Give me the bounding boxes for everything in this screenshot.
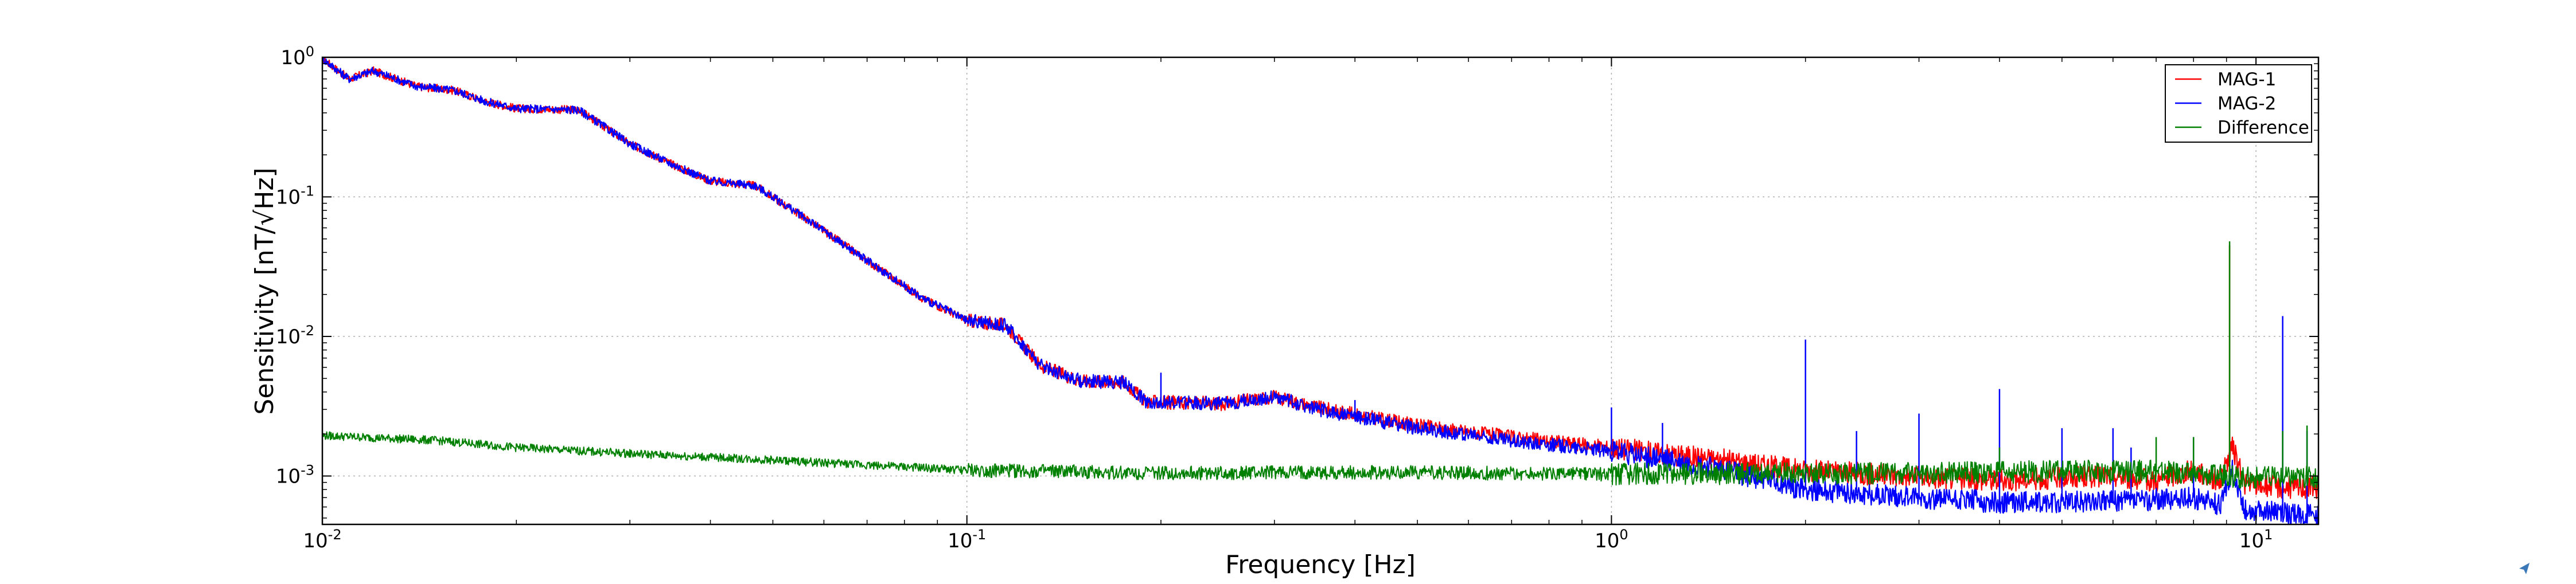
y-tick-label: 10-2: [276, 323, 314, 348]
series-line-mag-2: [322, 57, 2318, 524]
legend-label: MAG-1: [2218, 69, 2276, 90]
series-line-difference: [322, 431, 2318, 489]
axis-ticks: [322, 57, 2318, 524]
y-tick-label: 10-3: [276, 463, 314, 488]
y-tick-label: 100: [280, 44, 314, 69]
tick-labels: 10-2 10-1 100 101 100 10-1 10-2 10-3: [276, 44, 2273, 552]
legend: MAG-1 MAG-2 Difference: [2165, 64, 2312, 143]
x-tick-label: 100: [1595, 527, 1628, 552]
series-layer: [322, 57, 2318, 524]
legend-label: Difference: [2218, 117, 2309, 138]
legend-label: MAG-2: [2218, 93, 2276, 114]
plot-frame: [321, 56, 2320, 526]
x-tick-label: 101: [2239, 527, 2273, 552]
watermark: [2519, 563, 2530, 574]
y-tick-label: 10-1: [276, 183, 314, 209]
x-tick-label: 10-2: [303, 527, 341, 552]
watermark-logo-icon: [2519, 563, 2530, 574]
x-tick-label: 10-1: [948, 527, 986, 552]
y-axis-title: Sensitivity [nT/√Hz]: [250, 167, 279, 414]
plot-area: [322, 57, 2318, 524]
x-axis-title: Frequency [Hz]: [1225, 550, 1416, 579]
